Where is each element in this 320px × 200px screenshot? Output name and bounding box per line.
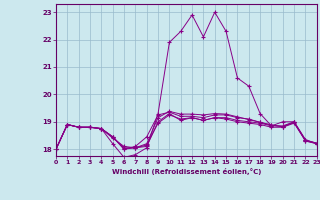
X-axis label: Windchill (Refroidissement éolien,°C): Windchill (Refroidissement éolien,°C) xyxy=(112,168,261,175)
